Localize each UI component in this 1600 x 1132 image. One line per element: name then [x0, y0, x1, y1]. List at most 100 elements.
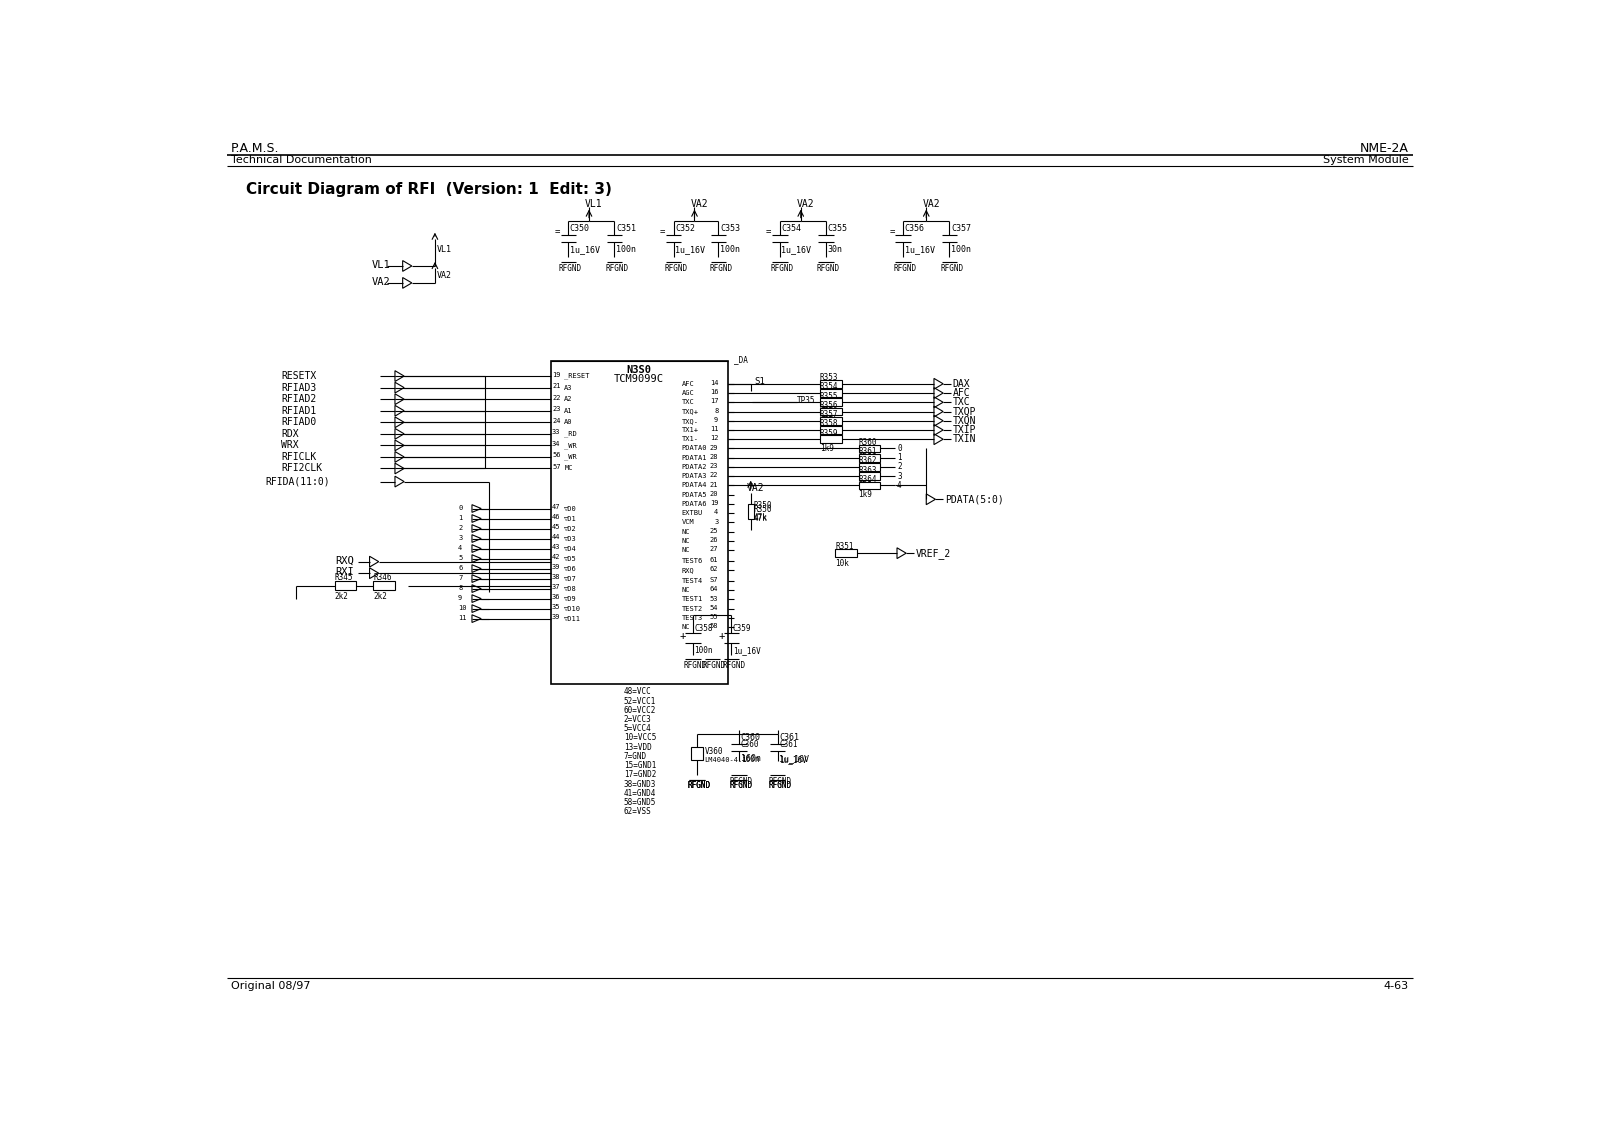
Text: RFGND: RFGND [683, 661, 707, 670]
Text: 10R: 10R [819, 408, 834, 415]
Text: 58=GND5: 58=GND5 [624, 798, 656, 807]
Text: VL1: VL1 [586, 199, 603, 209]
Text: AFC: AFC [682, 380, 694, 387]
Text: 3: 3 [458, 534, 462, 541]
Text: 17: 17 [710, 398, 718, 404]
Text: 0: 0 [458, 505, 462, 511]
Text: 8: 8 [714, 408, 718, 413]
Text: 43: 43 [552, 544, 560, 550]
Text: MC: MC [565, 465, 573, 472]
Text: 4-63: 4-63 [1384, 981, 1410, 990]
Text: R364: R364 [859, 474, 877, 483]
Text: 28: 28 [710, 454, 718, 460]
Text: 25: 25 [710, 528, 718, 534]
Bar [819, 398, 842, 406]
Text: R358: R358 [819, 419, 838, 428]
Text: R360: R360 [859, 438, 877, 447]
Text: 1u_16V: 1u_16V [904, 245, 934, 254]
Text: 61: 61 [710, 557, 718, 563]
Text: ▽D3: ▽D3 [565, 535, 578, 541]
Text: 3: 3 [898, 472, 902, 481]
Text: C354: C354 [781, 224, 802, 233]
Text: +: + [680, 632, 686, 642]
Text: 34: 34 [552, 440, 560, 447]
Text: 4: 4 [898, 481, 902, 490]
Text: ▽D9: ▽D9 [565, 595, 578, 601]
Text: TXQN: TXQN [952, 415, 976, 426]
Text: RDX: RDX [282, 429, 299, 439]
Text: DAX: DAX [952, 379, 970, 388]
Text: TEST3: TEST3 [682, 615, 702, 620]
Text: PDATA2: PDATA2 [682, 464, 707, 470]
Text: TXC: TXC [682, 400, 694, 405]
Text: 3: 3 [714, 518, 718, 524]
Text: RFICLK: RFICLK [282, 452, 317, 462]
Text: _WR: _WR [565, 443, 578, 448]
Text: 22: 22 [710, 472, 718, 479]
Text: 19: 19 [552, 371, 560, 378]
Text: =: = [766, 228, 771, 237]
Text: 23: 23 [552, 406, 560, 412]
Text: 1k9: 1k9 [859, 472, 872, 481]
Text: 47k: 47k [754, 513, 768, 522]
Text: VA2: VA2 [923, 199, 941, 209]
Text: TXIN: TXIN [952, 435, 976, 444]
Text: ▽D4: ▽D4 [565, 546, 578, 551]
Text: RFGND: RFGND [709, 264, 733, 273]
Text: 100n: 100n [616, 245, 635, 254]
Text: R354: R354 [819, 383, 838, 392]
Text: PDATA5: PDATA5 [682, 491, 707, 498]
Text: 1u_16V: 1u_16V [675, 245, 706, 254]
Text: _DA: _DA [734, 354, 747, 363]
Text: 100R: 100R [819, 388, 838, 397]
Text: RFGND: RFGND [688, 781, 710, 790]
Text: 42: 42 [552, 554, 560, 560]
Text: A0: A0 [565, 419, 573, 426]
Bar [819, 389, 842, 397]
Text: P.A.M.S.: P.A.M.S. [230, 142, 280, 155]
Text: VCM: VCM [682, 520, 694, 525]
Text: R345: R345 [334, 573, 354, 582]
Text: C353: C353 [720, 224, 739, 233]
Text: 100n: 100n [950, 245, 971, 254]
Text: WRX: WRX [282, 440, 299, 451]
Text: 10=VCC5: 10=VCC5 [624, 734, 656, 743]
Text: 7=GND: 7=GND [624, 752, 646, 761]
Text: 8: 8 [458, 585, 462, 591]
Text: 160n: 160n [741, 755, 758, 764]
Bar [691, 747, 702, 760]
Text: N3S0: N3S0 [627, 365, 651, 375]
Text: 13=VDD: 13=VDD [624, 743, 651, 752]
Text: 5=VCC4: 5=VCC4 [624, 724, 651, 734]
Text: 1k9: 1k9 [859, 453, 872, 462]
Text: 37: 37 [552, 584, 560, 590]
Text: RESETX: RESETX [282, 371, 317, 381]
Bar [373, 581, 395, 590]
Text: RFGND: RFGND [768, 781, 792, 790]
Text: RFGND: RFGND [941, 264, 963, 273]
Text: R357: R357 [819, 410, 838, 419]
Text: 38: 38 [552, 574, 560, 580]
Text: 29: 29 [710, 445, 718, 451]
Text: 1k9: 1k9 [859, 463, 872, 471]
Text: RFGND: RFGND [730, 777, 754, 786]
Text: 1u_16V: 1u_16V [779, 755, 806, 764]
Text: 41=GND4: 41=GND4 [624, 789, 656, 798]
Text: 10R: 10R [819, 426, 834, 435]
Text: Circuit Diagram of RFI  (Version: 1  Edit: 3): Circuit Diagram of RFI (Version: 1 Edit:… [246, 182, 613, 197]
Text: 100n: 100n [694, 645, 714, 654]
Text: System Module: System Module [1323, 155, 1410, 165]
Text: C360: C360 [741, 734, 760, 743]
Text: 33: 33 [552, 429, 560, 436]
Bar [819, 436, 842, 443]
Text: VREF_2: VREF_2 [915, 548, 950, 558]
Text: 55: 55 [710, 614, 718, 620]
Bar [859, 454, 880, 462]
Text: 38=GND3: 38=GND3 [624, 780, 656, 789]
Text: PDATA4: PDATA4 [682, 482, 707, 488]
Text: RXQ: RXQ [334, 556, 354, 566]
Text: VA2: VA2 [797, 199, 814, 209]
Text: RFGND: RFGND [688, 781, 710, 790]
Text: 11: 11 [710, 427, 718, 432]
Text: =: = [890, 228, 894, 237]
